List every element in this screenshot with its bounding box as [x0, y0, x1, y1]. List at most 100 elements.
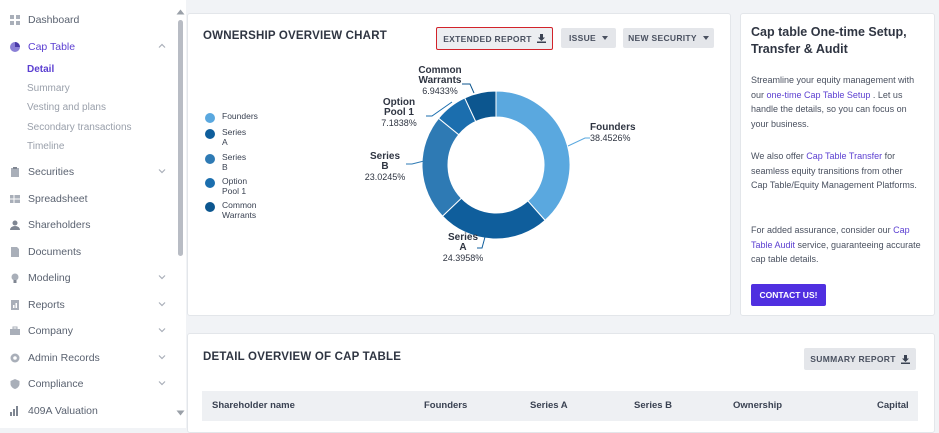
sidebar-item-securities[interactable]: Securities — [0, 161, 172, 183]
info-text: For added assurance, consider our — [751, 225, 894, 235]
scroll-down-arrow-icon[interactable] — [176, 410, 185, 416]
data-label-founders: Founders 38.4526% — [590, 123, 660, 144]
briefcase-icon — [10, 326, 20, 336]
legend-swatch — [205, 113, 215, 123]
caret-down-icon — [602, 36, 608, 40]
chevron-down-icon — [158, 381, 166, 386]
info-paragraph-transfer: We also offer Cap Table Transfer for sea… — [751, 149, 921, 193]
sidebar-item-409a-valuation[interactable]: 409A Valuation — [0, 400, 172, 422]
legend-swatch — [205, 178, 215, 188]
setup-link[interactable]: one-time Cap Table Setup — [766, 89, 871, 100]
data-label-name: B — [381, 161, 389, 172]
info-text: for seamless equity transitions from oth… — [751, 151, 917, 190]
legend-swatch — [205, 154, 215, 164]
sidebar-item-label: Shareholders — [28, 219, 91, 231]
summary-report-button[interactable]: SUMMARY REPORT — [804, 348, 916, 370]
sidebar-item-label: Company — [28, 325, 73, 337]
leader-line — [477, 236, 486, 249]
info-card-title: Cap table One-time Setup, Transfer & Aud… — [751, 25, 907, 56]
column-header-series-a[interactable]: Series A — [530, 400, 568, 411]
dashboard-icon — [10, 15, 20, 25]
data-label-name: Pool 1 — [383, 107, 414, 118]
sidebar-subitem-detail[interactable]: Detail — [27, 64, 55, 75]
legend-item-option-pool-1[interactable]: Option Pool 1 — [205, 176, 248, 196]
sidebar-item-shareholders[interactable]: Shareholders — [0, 214, 172, 236]
donut-slice-common-warrants[interactable] — [464, 90, 497, 123]
sidebar-item-admin-records[interactable]: Admin Records — [0, 347, 172, 369]
transfer-link[interactable]: Cap Table Transfer — [806, 151, 883, 161]
legend-item-founders[interactable]: Founders — [205, 111, 258, 123]
sidebar-item-modeling[interactable]: Modeling — [0, 267, 172, 289]
donut-slice-series-b[interactable] — [421, 117, 463, 217]
info-text: We also offer — [751, 151, 807, 161]
contact-us-button[interactable]: CONTACT US! — [751, 284, 826, 306]
sidebar-item-cap-table[interactable]: Cap Table — [0, 36, 172, 58]
sidebar-item-reports[interactable]: Reports — [0, 294, 172, 316]
data-label-name: Common — [418, 65, 462, 76]
bar-chart-icon — [10, 406, 20, 416]
sidebar-item-dashboard[interactable]: Dashboard — [0, 9, 172, 31]
download-icon — [536, 34, 546, 43]
data-label-series-a: Series A 24.3958% — [428, 232, 498, 264]
legend-swatch — [205, 129, 215, 139]
person-icon — [10, 220, 20, 230]
pie-chart-icon — [10, 42, 20, 52]
column-header-shareholder-name[interactable]: Shareholder name — [212, 400, 295, 411]
sidebar-subitem-timeline[interactable]: Timeline — [27, 141, 65, 152]
column-header-capital[interactable]: Capital — [877, 400, 909, 411]
audit-link[interactable]: Cap Table Audit — [751, 225, 910, 250]
sidebar-item-label: Cap Table — [28, 41, 76, 53]
sidebar-scrollbar-thumb[interactable] — [178, 20, 183, 256]
chevron-up-icon — [158, 43, 166, 48]
detail-overview-title: DETAIL OVERVIEW OF CAP TABLE — [203, 351, 402, 363]
column-header-founders[interactable]: Founders — [424, 400, 468, 411]
info-card — [740, 13, 935, 316]
sidebar-item-spreadsheet[interactable]: Spreadsheet — [0, 188, 172, 210]
data-label-series-b: Series B 23.0245% — [350, 152, 420, 183]
sidebar-item-label: Securities — [28, 166, 75, 178]
spreadsheet-icon — [10, 194, 20, 204]
data-label-percent: 24.3958% — [442, 253, 484, 263]
chevron-down-icon — [158, 275, 166, 280]
legend-label: Option Pool 1 — [222, 176, 248, 196]
sidebar-item-compliance[interactable]: Compliance — [0, 373, 172, 395]
chevron-down-icon — [158, 302, 166, 307]
data-label-common-warrants: Common Warrants 6.9433% — [405, 65, 475, 97]
data-label-percent: 7.1838% — [381, 118, 417, 128]
ownership-chart-title: OWNERSHIP OVERVIEW CHART — [203, 30, 387, 42]
sidebar-subitem-vesting[interactable]: Vesting and plans — [27, 102, 106, 113]
column-header-ownership[interactable]: Ownership — [733, 400, 783, 411]
legend-item-common-warrants[interactable]: Common Warrants — [205, 200, 256, 220]
info-text: Streamline your equity management with o… — [751, 75, 915, 100]
document-icon — [10, 247, 20, 257]
sidebar-item-company[interactable]: Company — [0, 320, 172, 342]
sidebar-item-label: Spreadsheet — [28, 193, 88, 205]
issue-dropdown-button[interactable]: ISSUE — [561, 28, 616, 48]
data-label-name: Series — [447, 232, 479, 243]
caret-down-icon — [702, 36, 709, 40]
new-security-dropdown-button[interactable]: NEW SECURITY — [623, 28, 714, 48]
sidebar-subitem-secondary[interactable]: Secondary transactions — [27, 122, 132, 133]
data-label-percent: 6.9433% — [422, 86, 458, 96]
ownership-card — [187, 13, 731, 316]
info-text: . Let us handle the details, so you can … — [751, 89, 907, 129]
legend-item-series-a[interactable]: Series A — [205, 127, 246, 147]
sidebar-item-documents[interactable]: Documents — [0, 241, 172, 263]
sidebar-item-label: Documents — [28, 246, 82, 258]
data-label-name: A — [459, 242, 467, 253]
legend-label: Series B — [222, 152, 247, 172]
legend-swatch — [205, 202, 215, 212]
sidebar-item-label: Reports — [28, 299, 65, 311]
extended-report-label: EXTENDED REPORT — [443, 33, 532, 44]
legend-item-series-b[interactable]: Series B — [205, 152, 247, 172]
donut-slice-founders[interactable] — [495, 90, 571, 222]
sidebar-item-label: Modeling — [28, 272, 71, 284]
scroll-up-arrow-icon[interactable] — [176, 9, 185, 15]
lightbulb-icon — [10, 273, 20, 283]
data-label-percent: 38.4526% — [590, 133, 631, 143]
column-header-series-b[interactable]: Series B — [634, 400, 673, 411]
extended-report-button[interactable]: EXTENDED REPORT — [436, 27, 553, 50]
shield-icon — [10, 379, 20, 389]
sidebar-subitem-summary[interactable]: Summary — [27, 83, 70, 94]
